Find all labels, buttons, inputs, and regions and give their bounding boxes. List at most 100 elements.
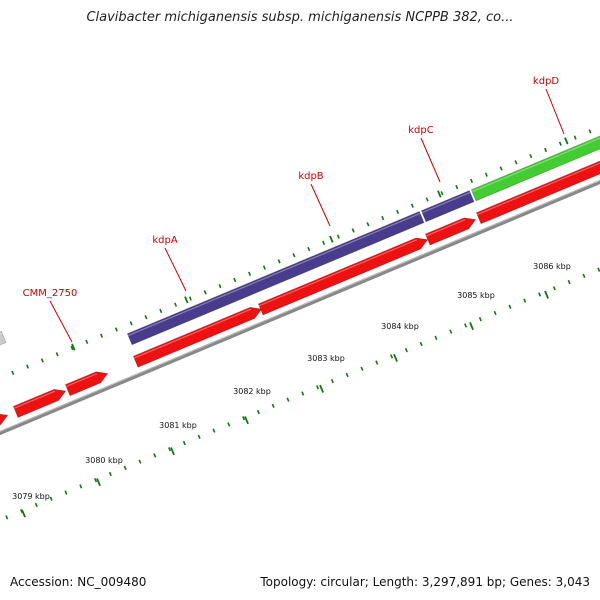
upper-tick bbox=[144, 314, 148, 320]
gene-label[interactable]: kdpD bbox=[533, 76, 559, 87]
scale-major-tick bbox=[544, 290, 549, 299]
upper-tick bbox=[26, 364, 30, 369]
cds-block-highlight bbox=[425, 219, 466, 237]
upper-tick bbox=[55, 352, 59, 357]
scale-tick bbox=[79, 484, 83, 489]
scale-ticks bbox=[5, 267, 600, 520]
scale-tick bbox=[390, 354, 394, 359]
gene-kdpA-kdpB-highlight bbox=[127, 212, 421, 337]
cds-block[interactable] bbox=[64, 371, 109, 397]
upper-tick bbox=[159, 308, 163, 314]
gene-label[interactable]: kdpB bbox=[298, 171, 323, 182]
scale-major-tick bbox=[469, 322, 474, 331]
gene-kdpA-kdpB[interactable] bbox=[126, 211, 425, 346]
scale-major-tick bbox=[244, 416, 249, 425]
scale-tick bbox=[153, 453, 157, 458]
upper-tick bbox=[70, 345, 74, 351]
gene-gray[interactable] bbox=[0, 330, 7, 347]
scale-tick bbox=[345, 372, 349, 378]
scale-tick bbox=[301, 391, 305, 396]
scale-tick bbox=[449, 329, 453, 334]
scale-tick bbox=[242, 416, 246, 421]
upper-major-tick bbox=[71, 343, 76, 351]
upper-tick bbox=[322, 240, 326, 245]
scale-major-tick bbox=[21, 509, 26, 518]
cds-block[interactable] bbox=[12, 388, 67, 418]
upper-tick bbox=[248, 271, 252, 276]
scale-tick bbox=[49, 496, 53, 501]
cds-block[interactable] bbox=[132, 306, 263, 368]
scale-tick bbox=[404, 348, 408, 353]
scale-tick bbox=[108, 471, 112, 477]
kbp-label: 3080 kbp bbox=[85, 456, 123, 465]
upper-tick bbox=[11, 370, 15, 375]
upper-tick bbox=[292, 253, 296, 258]
upper-major-tick bbox=[329, 235, 334, 243]
upper-tick bbox=[440, 191, 444, 196]
upper-tick bbox=[336, 234, 340, 239]
cds-block-highlight bbox=[65, 373, 98, 388]
scale-major-tick bbox=[170, 447, 175, 456]
upper-tick bbox=[558, 141, 562, 146]
gene-kdpD-highlight bbox=[471, 137, 600, 193]
cds-block-highlight bbox=[133, 308, 252, 359]
upper-major-tick bbox=[564, 137, 569, 145]
gene-kdpC[interactable] bbox=[420, 190, 475, 223]
kbp-labels: 3079 kbp 3080 kbp 3081 kbp 3082 kbp 3083 kbp… bbox=[12, 262, 571, 501]
upper-tick bbox=[425, 197, 429, 202]
cds-block[interactable] bbox=[424, 217, 477, 246]
cds-block-highlight bbox=[258, 239, 418, 307]
upper-tick bbox=[588, 129, 592, 134]
upper-tick bbox=[218, 283, 222, 289]
upper-tick bbox=[573, 135, 577, 140]
callout-line bbox=[164, 247, 187, 292]
upper-tick bbox=[85, 339, 89, 345]
upper-tick bbox=[174, 302, 178, 307]
backbone-line bbox=[0, 179, 600, 436]
upper-ticks bbox=[11, 129, 592, 375]
scale-tick bbox=[464, 323, 468, 328]
kbp-label: 3079 kbp bbox=[12, 492, 50, 501]
upper-major-tick bbox=[184, 296, 189, 304]
scale-tick bbox=[360, 366, 364, 371]
scale-tick bbox=[478, 317, 482, 322]
upper-tick bbox=[188, 296, 192, 301]
map-title: Clavibacter michiganensis subsp. michiga… bbox=[86, 10, 514, 25]
gene-label[interactable]: kdpA bbox=[152, 235, 177, 246]
upper-tick bbox=[529, 153, 533, 159]
gene-kdpD[interactable] bbox=[470, 134, 600, 202]
scale-tick bbox=[286, 397, 290, 402]
upper-tick bbox=[307, 246, 311, 252]
scale-tick bbox=[552, 286, 556, 291]
callout-line bbox=[420, 137, 441, 183]
gene-label[interactable]: CMM_2750 bbox=[23, 288, 78, 299]
scale-tick bbox=[34, 502, 38, 508]
kbp-label: 3085 kbp bbox=[457, 291, 495, 300]
gene-gray-highlight bbox=[0, 332, 3, 335]
scale-tick bbox=[138, 459, 142, 464]
upper-major-tick bbox=[437, 190, 442, 198]
features bbox=[0, 134, 600, 434]
scale-tick bbox=[419, 341, 423, 347]
kbp-label: 3083 kbp bbox=[307, 354, 345, 363]
scale-tick bbox=[5, 515, 9, 520]
scale-tick bbox=[434, 335, 438, 340]
scale-tick bbox=[316, 385, 320, 390]
cds-block[interactable] bbox=[475, 159, 600, 225]
cds-block-highlight bbox=[13, 390, 56, 409]
gene-kdpC-highlight bbox=[421, 191, 471, 214]
upper-tick bbox=[499, 166, 503, 171]
callout-line bbox=[49, 300, 73, 343]
kbp-label: 3081 kbp bbox=[159, 421, 197, 430]
callout-line bbox=[545, 88, 565, 135]
kbp-label: 3082 kbp bbox=[233, 387, 271, 396]
scale-tick bbox=[523, 298, 527, 303]
scale-major-tick bbox=[319, 384, 324, 393]
cds-block[interactable] bbox=[0, 413, 9, 434]
accession-text: Accession: NC_009480 bbox=[10, 575, 147, 589]
cds-block[interactable] bbox=[257, 237, 429, 316]
scale-tick bbox=[64, 490, 68, 495]
gene-label[interactable]: kdpC bbox=[408, 125, 433, 136]
scale-tick bbox=[375, 360, 379, 365]
